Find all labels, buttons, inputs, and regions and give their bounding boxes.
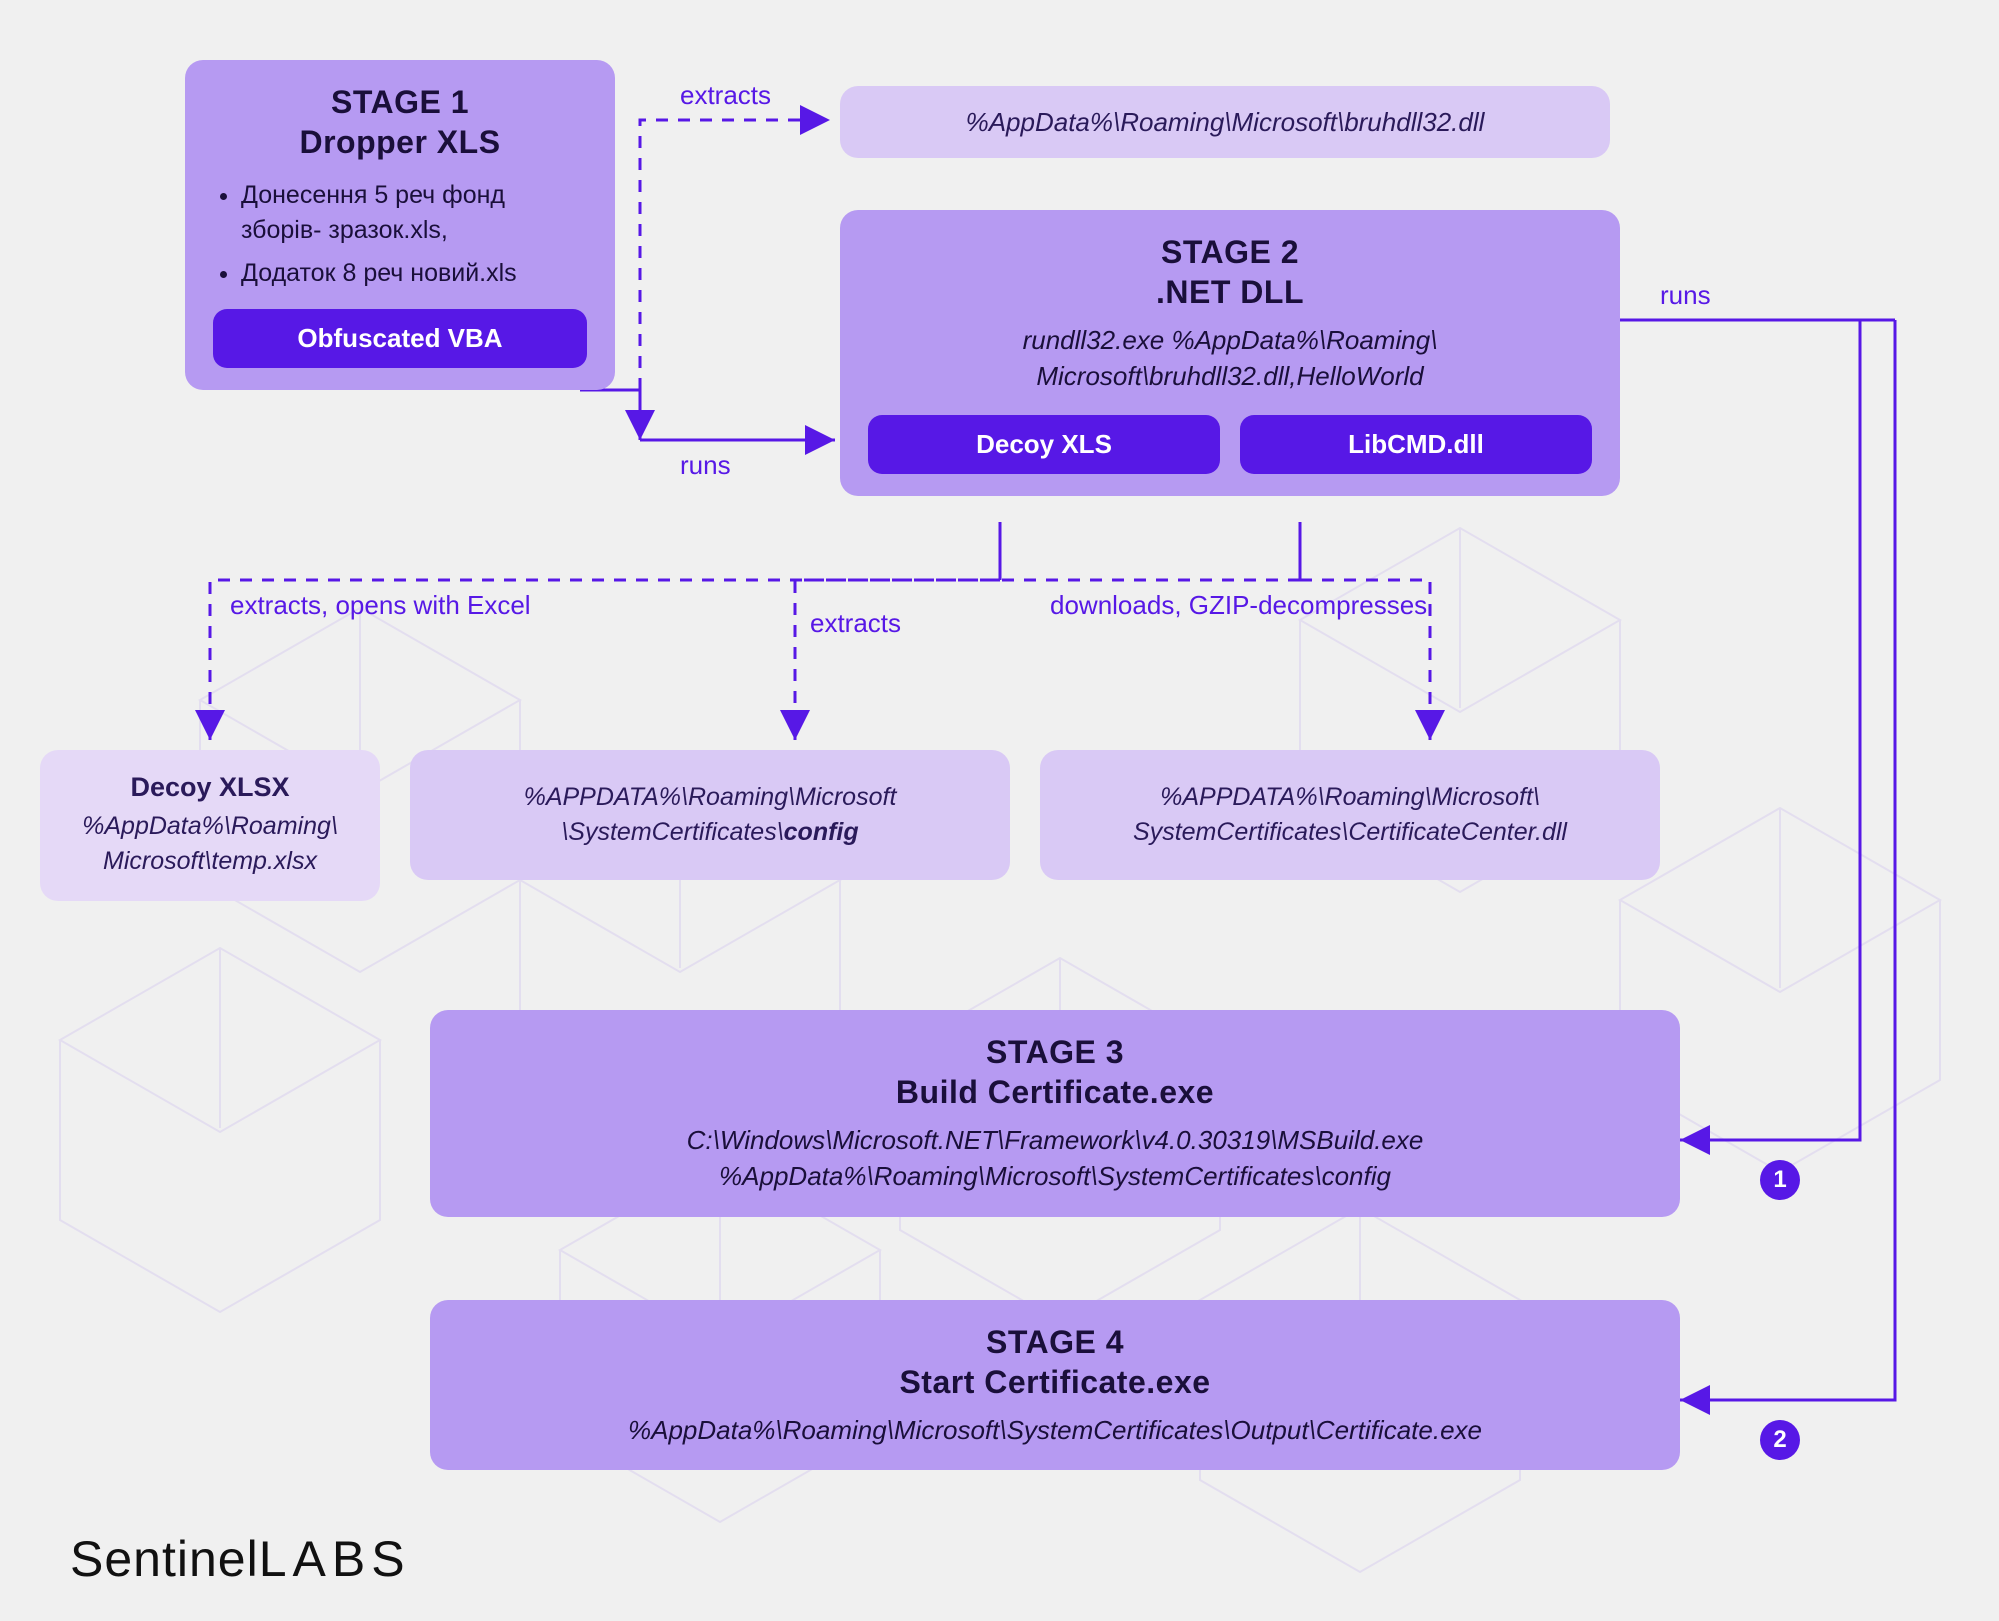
stage3-title-l2: Build Certificate.exe: [458, 1072, 1652, 1112]
circle-2: 2: [1760, 1420, 1800, 1460]
decoy-xlsx-box: Decoy XLSX %AppData%\Roaming\ Microsoft\…: [40, 750, 380, 901]
stage2-title-l1: STAGE 2: [868, 232, 1592, 272]
stage3-path2: %AppData%\Roaming\Microsoft\SystemCertif…: [458, 1158, 1652, 1194]
stage1-box: STAGE 1 Dropper XLS Донесення 5 реч фонд…: [185, 60, 615, 390]
stage2-cmd-l2: Microsoft\bruhdll32.dll,HelloWorld: [868, 358, 1592, 394]
stage1-title-l1: STAGE 1: [213, 82, 587, 122]
stage4-box: STAGE 4 Start Certificate.exe %AppData%\…: [430, 1300, 1680, 1470]
bruhdll-path: %AppData%\Roaming\Microsoft\bruhdll32.dl…: [868, 104, 1582, 140]
stage2-cmd-l1: rundll32.exe %AppData%\Roaming\: [868, 322, 1592, 358]
edge-label-runs2: runs: [1660, 280, 1711, 311]
stage3-path1: C:\Windows\Microsoft.NET\Framework\v4.0.…: [458, 1122, 1652, 1158]
stage1-bullets: Донесення 5 реч фонд зборів- зразок.xls,…: [213, 178, 587, 291]
edge-label-downloads: downloads, GZIP-decompresses: [1050, 590, 1427, 621]
stage1-bullet-1: Додаток 8 реч новий.xls: [241, 256, 587, 291]
config-path1: %APPDATA%\Roaming\Microsoft: [438, 780, 982, 815]
stage3-box: STAGE 3 Build Certificate.exe C:\Windows…: [430, 1010, 1680, 1217]
stage1-bullet-0: Донесення 5 реч фонд зборів- зразок.xls,: [241, 178, 587, 248]
sentinel-labs-logo: SentinelLABS: [70, 1530, 411, 1588]
bruhdll-box: %AppData%\Roaming\Microsoft\bruhdll32.dl…: [840, 86, 1610, 158]
decoy-xlsx-path1: %AppData%\Roaming\: [68, 809, 352, 844]
config-path2-pre: \SystemCertificates\: [561, 818, 783, 846]
decoy-xlsx-title: Decoy XLSX: [68, 772, 352, 803]
edge-label-extracts-mid: extracts: [810, 608, 901, 639]
stage2-decoy-pill: Decoy XLS: [868, 415, 1220, 474]
stage3-title-l1: STAGE 3: [458, 1032, 1652, 1072]
certcenter-path1: %APPDATA%\Roaming\Microsoft\: [1068, 780, 1632, 815]
stage2-box: STAGE 2 .NET DLL rundll32.exe %AppData%\…: [840, 210, 1620, 496]
config-box: %APPDATA%\Roaming\Microsoft \SystemCerti…: [410, 750, 1010, 880]
logo-part2: LABS: [259, 1531, 411, 1587]
circle-1: 1: [1760, 1160, 1800, 1200]
edge-label-runs1: runs: [680, 450, 731, 481]
stage1-title-l2: Dropper XLS: [213, 122, 587, 162]
decoy-xlsx-path2: Microsoft\temp.xlsx: [68, 844, 352, 879]
stage4-title-l2: Start Certificate.exe: [458, 1362, 1652, 1402]
logo-part1: Sentinel: [70, 1531, 259, 1587]
config-path2-bold: config: [784, 818, 859, 846]
edge-label-extracts-opens: extracts, opens with Excel: [230, 590, 531, 621]
certcenter-path2: SystemCertificates\CertificateCenter.dll: [1068, 815, 1632, 850]
certcenter-box: %APPDATA%\Roaming\Microsoft\ SystemCerti…: [1040, 750, 1660, 880]
edge-label-extracts-top: extracts: [680, 80, 771, 111]
diagram-canvas: STAGE 1 Dropper XLS Донесення 5 реч фонд…: [0, 0, 1999, 1621]
stage4-path: %AppData%\Roaming\Microsoft\SystemCertif…: [458, 1412, 1652, 1448]
stage1-vba-pill: Obfuscated VBA: [213, 309, 587, 368]
config-path2: \SystemCertificates\config: [438, 815, 982, 850]
stage2-title-l2: .NET DLL: [868, 272, 1592, 312]
stage4-title-l1: STAGE 4: [458, 1322, 1652, 1362]
stage2-libcmd-pill: LibCMD.dll: [1240, 415, 1592, 474]
